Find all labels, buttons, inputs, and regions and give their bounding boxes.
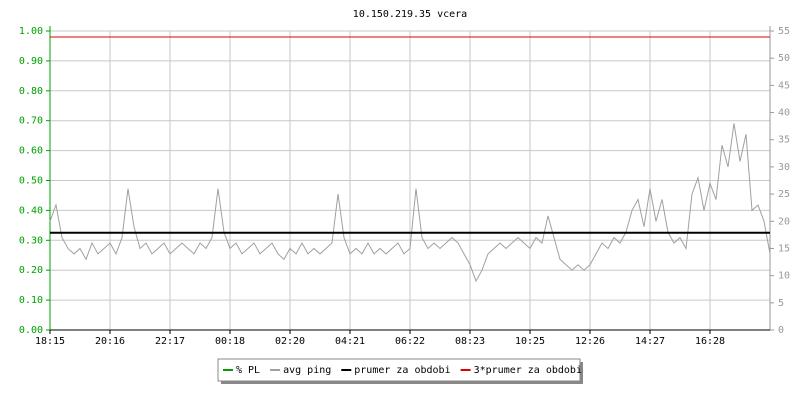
x-tick-label: 00:18 <box>215 336 245 347</box>
x-tick-label: 18:15 <box>35 336 65 347</box>
y2-tick-label: 15 <box>778 243 790 254</box>
x-tick-label: 06:22 <box>395 336 425 347</box>
x-tick-label: 16:28 <box>695 336 725 347</box>
x-tick-label: 08:23 <box>455 336 485 347</box>
y2-tick-label: 35 <box>778 135 790 146</box>
y-tick-label: 0.90 <box>19 56 43 67</box>
y-tick-label: 0.60 <box>19 146 43 157</box>
y2-tick-label: 55 <box>778 26 790 37</box>
x-tick-label: 12:26 <box>575 336 605 347</box>
y-tick-label: 1.00 <box>19 26 43 37</box>
legend-label: prumer za obdobi <box>354 365 450 376</box>
x-tick-label: 22:17 <box>155 336 185 347</box>
y2-tick-label: 0 <box>778 325 784 336</box>
x-tick-label: 04:21 <box>335 336 365 347</box>
y-tick-label: 0.00 <box>19 325 43 336</box>
y-tick-label: 0.20 <box>19 265 43 276</box>
y-tick-label: 0.10 <box>19 295 43 306</box>
y2-tick-label: 25 <box>778 189 790 200</box>
x-tick-label: 10:25 <box>515 336 545 347</box>
y-tick-label: 0.30 <box>19 235 43 246</box>
y-tick-label: 0.50 <box>19 176 43 187</box>
y-tick-label: 0.40 <box>19 205 43 216</box>
y2-tick-label: 50 <box>778 53 790 64</box>
legend-label: % PL <box>236 365 260 376</box>
x-tick-label: 02:20 <box>275 336 305 347</box>
ping-line <box>49 123 771 283</box>
y2-tick-label: 30 <box>778 162 790 173</box>
legend-box <box>217 358 581 382</box>
y2-tick-label: 45 <box>778 80 790 91</box>
x-tick-label: 20:16 <box>95 336 125 347</box>
legend-label: 3*prumer za obdobi <box>474 365 582 376</box>
y-tick-label: 0.80 <box>19 86 43 97</box>
y2-tick-label: 40 <box>778 108 790 119</box>
legend-label: avg ping <box>283 365 331 376</box>
chart-title: 10.150.219.35 vcera <box>353 9 467 20</box>
y2-tick-label: 10 <box>778 271 790 282</box>
x-tick-label: 14:27 <box>635 336 665 347</box>
y-tick-label: 0.70 <box>19 116 43 127</box>
y2-tick-label: 20 <box>778 216 790 227</box>
y2-tick-label: 5 <box>778 298 784 309</box>
